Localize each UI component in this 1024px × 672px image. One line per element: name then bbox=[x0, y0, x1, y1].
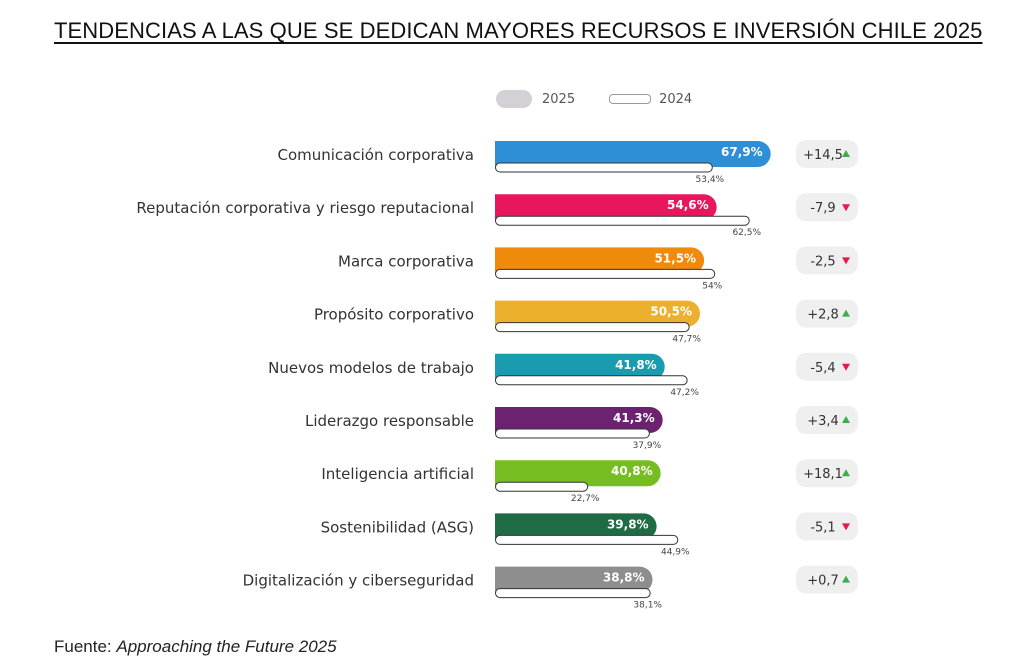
chart-title: TENDENCIAS A LAS QUE SE DEDICAN MAYORES … bbox=[54, 18, 983, 43]
bar-2024 bbox=[495, 375, 688, 386]
legend: 2025 2024 bbox=[496, 90, 692, 108]
delta-value: -7,9 bbox=[810, 201, 835, 216]
bar-2025 bbox=[495, 460, 661, 487]
bar-2025 bbox=[495, 353, 665, 380]
bar-2025-value-label: 41,8% bbox=[615, 358, 657, 372]
category-label: Sostenibilidad (ASG) bbox=[321, 518, 474, 536]
delta-badge bbox=[796, 352, 858, 381]
delta-badge bbox=[796, 299, 858, 328]
legend-label-2025: 2025 bbox=[542, 91, 576, 107]
bar-2025 bbox=[495, 407, 663, 433]
category-label: Inteligencia artificial bbox=[321, 465, 474, 483]
delta-up-arrow-icon bbox=[842, 150, 850, 157]
delta-up-arrow-icon bbox=[842, 416, 850, 423]
bar-2024 bbox=[495, 268, 716, 279]
delta-value: +14,5 bbox=[803, 148, 843, 163]
category-label: Comunicación corporativa bbox=[277, 146, 474, 164]
source-value: Approaching the Future 2025 bbox=[116, 637, 337, 656]
source-label: Fuente: bbox=[54, 637, 117, 656]
legend-label-2024: 2024 bbox=[659, 91, 693, 107]
delta-down-arrow-icon bbox=[842, 257, 850, 265]
legend-swatch-2024 bbox=[609, 94, 652, 104]
bar-2025-value-label: 41,3% bbox=[613, 411, 655, 425]
delta-value: +0,7 bbox=[807, 574, 839, 589]
bar-2025-value-label: 51,5% bbox=[654, 251, 696, 265]
bar-2024-value-label: 44,9% bbox=[661, 547, 690, 557]
delta-value: -5,4 bbox=[810, 361, 835, 376]
bar-2024-value-label: 37,9% bbox=[633, 441, 662, 451]
bar-2025 bbox=[495, 513, 657, 540]
delta-down-arrow-icon bbox=[842, 204, 850, 212]
bar-2025 bbox=[495, 194, 717, 221]
bar-2025 bbox=[495, 141, 771, 167]
delta-badge bbox=[796, 512, 858, 541]
bar-2025 bbox=[495, 300, 701, 327]
bar-2024 bbox=[495, 322, 690, 333]
category-label: Marca corporativa bbox=[338, 252, 474, 270]
bar-2024 bbox=[495, 162, 713, 173]
bar-2024-value-label: 47,7% bbox=[672, 335, 701, 345]
bar-2024 bbox=[495, 215, 750, 226]
delta-badge bbox=[796, 140, 858, 168]
delta-badge bbox=[796, 193, 858, 222]
bar-2025-value-label: 54,6% bbox=[667, 198, 709, 212]
delta-badge bbox=[796, 246, 858, 275]
category-label: Digitalización y ciberseguridad bbox=[243, 572, 474, 590]
category-label: Nuevos modelos de trabajo bbox=[268, 359, 474, 377]
delta-down-arrow-icon bbox=[842, 363, 850, 371]
delta-value: -2,5 bbox=[810, 254, 835, 269]
bar-2025-value-label: 38,8% bbox=[603, 571, 645, 585]
delta-up-arrow-icon bbox=[842, 575, 850, 583]
bar-2025-value-label: 40,8% bbox=[611, 464, 653, 478]
bar-2024 bbox=[495, 481, 589, 492]
bar-2025 bbox=[495, 247, 705, 274]
bar-2025-value-label: 50,5% bbox=[650, 305, 692, 319]
bar-2024-value-label: 62,5% bbox=[732, 228, 761, 238]
delta-value: +2,8 bbox=[807, 308, 839, 323]
category-label: Reputación corporativa y riesgo reputaci… bbox=[136, 199, 474, 217]
delta-up-arrow-icon bbox=[842, 309, 850, 317]
bar-2024-value-label: 54% bbox=[702, 281, 722, 291]
category-label: Propósito corporativo bbox=[314, 306, 474, 324]
bar-2024-value-label: 38,1% bbox=[633, 601, 662, 611]
delta-badge bbox=[796, 565, 858, 594]
delta-value: -5,1 bbox=[810, 520, 835, 535]
category-label: Liderazgo responsable bbox=[305, 412, 474, 430]
bar-2025 bbox=[495, 566, 653, 593]
bar-2024 bbox=[495, 588, 651, 599]
delta-badge bbox=[796, 406, 858, 434]
bar-2024-value-label: 22,7% bbox=[571, 494, 600, 504]
bar-2024 bbox=[495, 534, 679, 545]
bar-2025-value-label: 67,9% bbox=[721, 145, 763, 159]
delta-down-arrow-icon bbox=[842, 523, 850, 531]
bar-2024 bbox=[495, 428, 650, 439]
source-note: Fuente: Approaching the Future 2025 bbox=[54, 637, 337, 657]
delta-value: +3,4 bbox=[807, 414, 839, 429]
delta-up-arrow-icon bbox=[842, 469, 850, 477]
delta-badge bbox=[796, 459, 858, 488]
legend-swatch-2025 bbox=[496, 90, 532, 108]
bar-2025-value-label: 39,8% bbox=[607, 517, 649, 531]
bar-2024-value-label: 53,4% bbox=[696, 175, 725, 185]
bar-2024-value-label: 47,2% bbox=[670, 388, 699, 398]
delta-value: +18,1 bbox=[803, 467, 843, 482]
